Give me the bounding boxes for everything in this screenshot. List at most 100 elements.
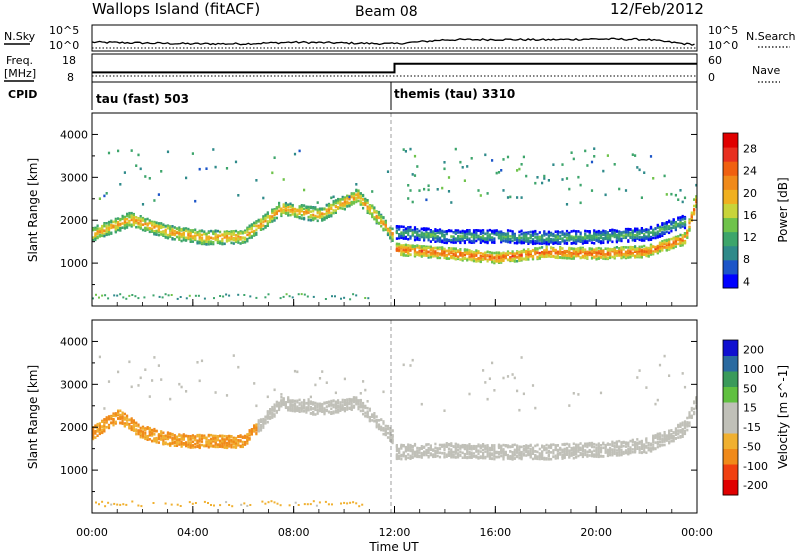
data-cell xyxy=(649,253,653,256)
data-cell xyxy=(522,155,525,159)
data-cell xyxy=(423,452,426,455)
data-cell xyxy=(622,231,625,234)
data-cell xyxy=(513,237,516,240)
data-cell xyxy=(359,402,362,406)
data-cell xyxy=(541,234,544,237)
data-cell xyxy=(341,203,344,207)
data-cell xyxy=(438,230,442,233)
data-cell xyxy=(314,207,317,210)
data-cell xyxy=(509,195,512,199)
data-cell xyxy=(647,246,650,250)
data-cell xyxy=(141,432,145,436)
data-cell xyxy=(153,438,156,441)
data-cell xyxy=(649,238,653,241)
data-cell xyxy=(139,217,142,221)
data-cell xyxy=(96,224,99,228)
data-cell xyxy=(205,167,208,170)
data-cell xyxy=(681,241,684,245)
data-cell xyxy=(420,233,423,237)
data-cell xyxy=(178,234,181,238)
data-cell xyxy=(255,224,258,228)
data-cell xyxy=(459,253,462,256)
data-cell xyxy=(185,236,188,240)
data-cell xyxy=(95,293,97,296)
data-cell xyxy=(654,250,657,253)
data-cell xyxy=(169,397,172,401)
data-cell xyxy=(491,257,494,260)
data-cell xyxy=(434,246,437,250)
data-cell xyxy=(105,417,108,420)
data-cell xyxy=(157,229,160,232)
data-cell xyxy=(191,437,194,440)
data-cell xyxy=(604,236,607,239)
data-cell xyxy=(153,199,156,202)
data-cell xyxy=(171,437,174,441)
data-cell xyxy=(332,399,335,402)
data-cell xyxy=(289,403,292,407)
data-cell xyxy=(237,293,240,296)
data-cell xyxy=(661,228,664,231)
power-data-cells xyxy=(92,147,698,301)
data-cell xyxy=(575,236,578,240)
data-cell xyxy=(98,426,101,430)
data-cell xyxy=(266,222,269,226)
data-cell xyxy=(264,225,267,228)
beam-title: Beam 08 xyxy=(355,4,418,20)
data-cell xyxy=(139,215,142,218)
data-cell xyxy=(137,153,140,157)
data-cell xyxy=(436,254,439,257)
data-cell xyxy=(493,231,496,234)
data-cell xyxy=(686,233,689,237)
data-cell xyxy=(457,234,460,238)
data-cell xyxy=(674,242,677,245)
data-cell xyxy=(164,229,167,233)
data-cell xyxy=(107,223,111,226)
data-cell xyxy=(337,399,340,402)
data-cell xyxy=(287,211,290,215)
data-cell xyxy=(257,226,260,229)
data-cell xyxy=(516,169,519,172)
colorbar-swatch xyxy=(723,245,738,261)
data-cell xyxy=(182,434,185,438)
data-cell xyxy=(466,229,469,232)
data-cell xyxy=(416,244,419,247)
data-cell xyxy=(627,256,630,259)
data-cell xyxy=(631,229,634,233)
data-cell xyxy=(332,209,335,212)
data-cell xyxy=(586,236,589,240)
data-cell xyxy=(593,155,596,158)
data-cell xyxy=(346,403,349,407)
data-cell xyxy=(447,447,451,451)
data-cell xyxy=(92,437,95,441)
data-cell xyxy=(413,251,417,254)
data-cell xyxy=(411,452,414,456)
data-cell xyxy=(352,406,356,409)
data-cell xyxy=(593,229,596,232)
data-cell xyxy=(352,293,355,296)
data-cell xyxy=(389,428,392,432)
data-cell xyxy=(280,214,283,218)
data-cell xyxy=(674,221,677,225)
data-cell xyxy=(98,235,101,238)
data-cell xyxy=(123,423,126,427)
data-cell xyxy=(122,296,125,299)
data-cell xyxy=(293,409,297,413)
data-cell xyxy=(198,446,201,449)
data-cell xyxy=(599,247,603,250)
data-cell xyxy=(144,226,147,230)
data-cell xyxy=(520,229,523,233)
data-cell xyxy=(584,240,587,243)
data-cell xyxy=(554,230,557,233)
data-cell xyxy=(114,225,117,229)
data-cell xyxy=(334,406,337,410)
data-cell xyxy=(513,260,516,263)
data-cell xyxy=(536,233,539,236)
data-cell xyxy=(298,403,301,406)
data-cell xyxy=(581,242,584,245)
data-cell xyxy=(291,404,294,407)
data-cell xyxy=(130,425,133,428)
data-cell xyxy=(207,443,210,447)
data-cell xyxy=(296,399,299,403)
data-cell xyxy=(400,253,403,256)
data-cell xyxy=(559,237,562,240)
